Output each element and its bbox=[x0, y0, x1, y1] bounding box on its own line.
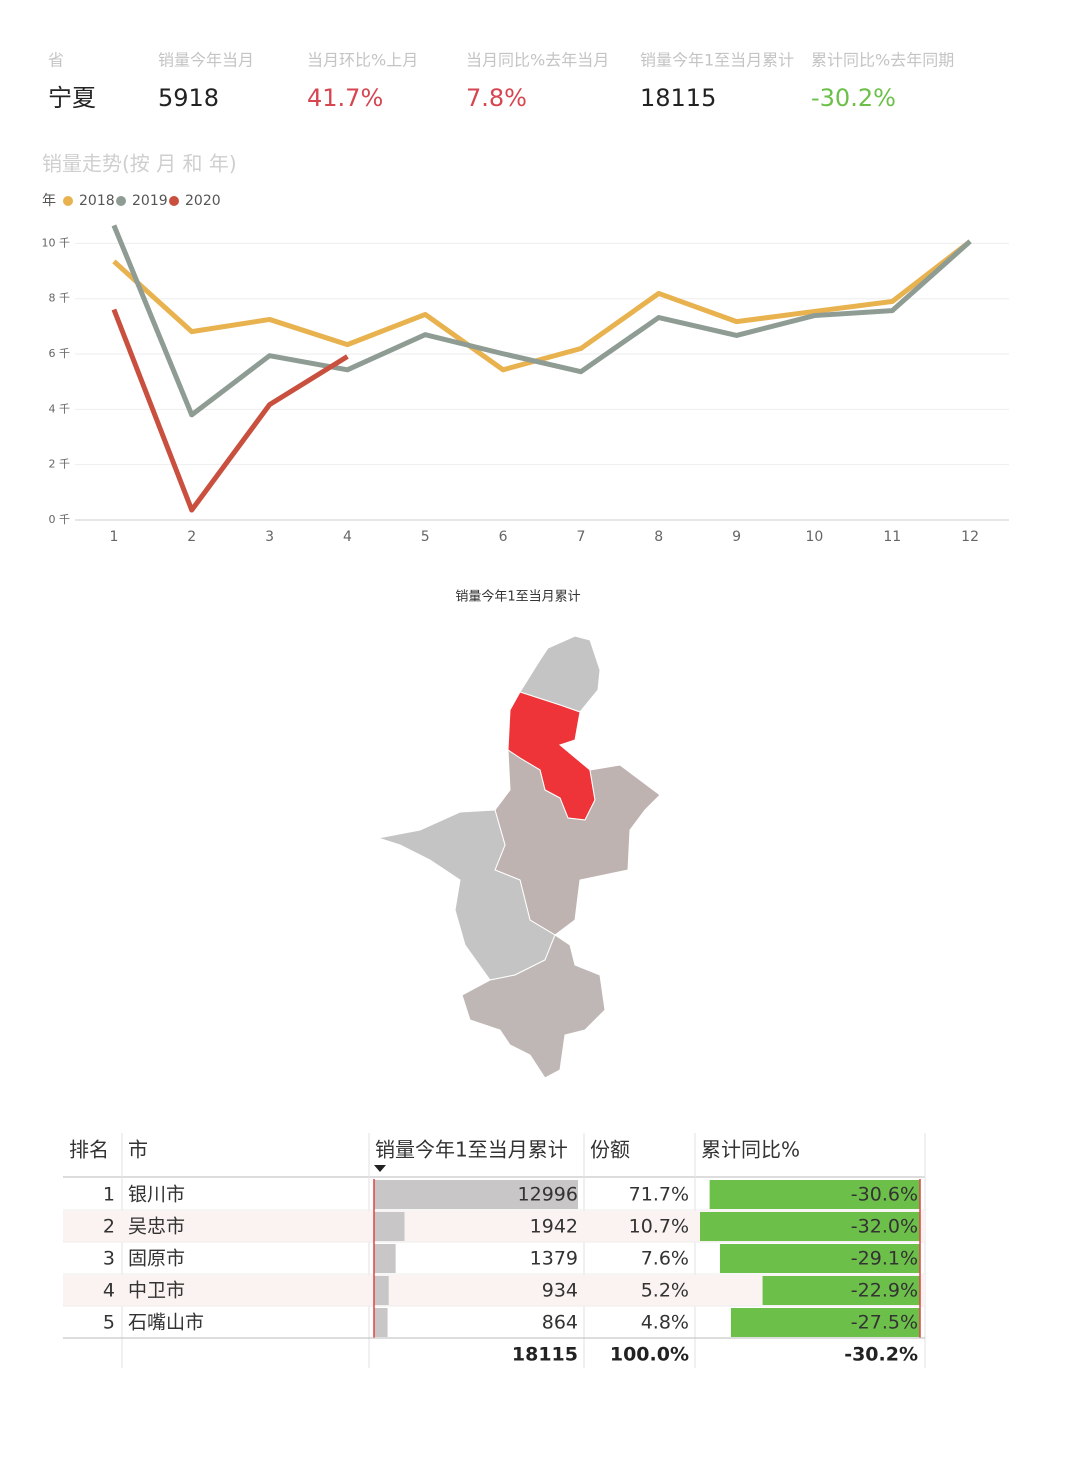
table-cell: 7.6% bbox=[641, 1248, 689, 1270]
kpi-label: 累计同比%去年同期 bbox=[811, 51, 954, 70]
sort-arrow bbox=[374, 1165, 386, 1172]
table-total: 18115 bbox=[512, 1344, 578, 1366]
x-tick-label: 3 bbox=[265, 529, 274, 545]
kpi-label: 省 bbox=[48, 51, 64, 70]
table-cell: 3 bbox=[103, 1248, 115, 1270]
legend-label: 2019 bbox=[132, 193, 168, 209]
table-cell: 864 bbox=[542, 1312, 578, 1334]
y-tick-label: 0 千 bbox=[49, 513, 71, 526]
map-region bbox=[519, 635, 601, 713]
x-tick-label: 10 bbox=[806, 529, 824, 545]
table-cell: 4 bbox=[103, 1280, 115, 1302]
line-series bbox=[112, 239, 972, 373]
table-header: 份额 bbox=[590, 1138, 630, 1162]
yoy-bar bbox=[700, 1212, 920, 1241]
map-title: 销量今年1至当月累计 bbox=[455, 589, 580, 605]
x-tick-label: 5 bbox=[421, 529, 430, 545]
kpi-label: 销量今年1至当月累计 bbox=[640, 51, 794, 70]
yoy-bar bbox=[730, 1308, 920, 1337]
chart-title: 销量走势(按 月 和 年) bbox=[42, 152, 237, 176]
y-tick-label: 8 千 bbox=[49, 292, 71, 305]
table-cell: -29.1% bbox=[851, 1248, 918, 1270]
table-cell: 5.2% bbox=[641, 1280, 689, 1302]
legend-label: 2018 bbox=[79, 193, 115, 209]
map-region bbox=[461, 934, 606, 1079]
table-cell: 12996 bbox=[518, 1184, 578, 1206]
table-header: 排名 bbox=[69, 1138, 109, 1162]
table-header-bg bbox=[63, 1133, 925, 1177]
sales-bar bbox=[374, 1180, 578, 1209]
kpi-value: 18115 bbox=[640, 84, 716, 112]
kpi-value: -30.2% bbox=[811, 84, 896, 112]
table-header: 市 bbox=[128, 1138, 148, 1162]
table-cell: 2 bbox=[103, 1216, 115, 1238]
x-tick-label: 12 bbox=[961, 529, 979, 545]
kpi-value: 5918 bbox=[158, 84, 219, 112]
table-cell: 吴忠市 bbox=[128, 1216, 185, 1238]
kpi-label: 销量今年当月 bbox=[158, 51, 254, 70]
table-cell: -22.9% bbox=[851, 1280, 918, 1302]
kpi-value: 41.7% bbox=[307, 84, 383, 112]
table-cell: 1379 bbox=[530, 1248, 578, 1270]
table-cell: -30.6% bbox=[851, 1184, 918, 1206]
table-cell: 934 bbox=[542, 1280, 578, 1302]
line-series bbox=[111, 308, 349, 513]
table-cell: 石嘴山市 bbox=[128, 1312, 204, 1334]
table-total: -30.2% bbox=[844, 1344, 918, 1366]
x-tick-label: 11 bbox=[883, 529, 901, 545]
map bbox=[377, 635, 661, 1079]
kpi-value: 宁夏 bbox=[48, 84, 96, 112]
table-cell: -27.5% bbox=[851, 1312, 918, 1334]
x-tick-label: 4 bbox=[343, 529, 352, 545]
yoy-bar bbox=[719, 1244, 920, 1273]
yoy-bar bbox=[709, 1180, 920, 1209]
line-series bbox=[111, 224, 972, 418]
sales-bar bbox=[374, 1308, 388, 1337]
kpi-label: 当月环比%上月 bbox=[307, 51, 418, 70]
table-cell: 10.7% bbox=[629, 1216, 689, 1238]
x-tick-label: 2 bbox=[187, 529, 196, 545]
legend-marker bbox=[63, 196, 73, 206]
sales-bar bbox=[374, 1276, 389, 1305]
table-cell: 5 bbox=[103, 1312, 115, 1334]
sales-bar bbox=[374, 1212, 405, 1241]
table-cell: 71.7% bbox=[629, 1184, 689, 1206]
table-cell: 1942 bbox=[530, 1216, 578, 1238]
table-cell: 中卫市 bbox=[128, 1280, 185, 1302]
sales-bar bbox=[374, 1244, 396, 1273]
table-cell: 4.8% bbox=[641, 1312, 689, 1334]
legend-marker bbox=[116, 196, 126, 206]
yoy-bar bbox=[762, 1276, 920, 1305]
table-cell: 固原市 bbox=[128, 1248, 185, 1270]
legend-label: 2020 bbox=[185, 193, 221, 209]
x-tick-label: 8 bbox=[654, 529, 663, 545]
y-tick-label: 6 千 bbox=[49, 347, 71, 360]
x-tick-label: 1 bbox=[109, 529, 118, 545]
x-tick-label: 9 bbox=[732, 529, 741, 545]
table-cell: -32.0% bbox=[851, 1216, 918, 1238]
table-cell: 1 bbox=[103, 1184, 115, 1206]
y-tick-label: 10 千 bbox=[42, 236, 71, 249]
x-tick-label: 6 bbox=[499, 529, 508, 545]
kpi-label: 当月同比%去年当月 bbox=[466, 51, 609, 70]
table-header: 销量今年1至当月累计 bbox=[375, 1138, 568, 1162]
table-total: 100.0% bbox=[610, 1344, 689, 1366]
legend-marker bbox=[169, 196, 179, 206]
table-cell: 银川市 bbox=[128, 1184, 185, 1206]
kpi-value: 7.8% bbox=[466, 84, 527, 112]
x-tick-label: 7 bbox=[576, 529, 585, 545]
table-header: 累计同比% bbox=[701, 1138, 800, 1162]
legend-title: 年 bbox=[42, 193, 56, 209]
y-tick-label: 2 千 bbox=[49, 458, 71, 471]
y-tick-label: 4 千 bbox=[49, 402, 71, 415]
